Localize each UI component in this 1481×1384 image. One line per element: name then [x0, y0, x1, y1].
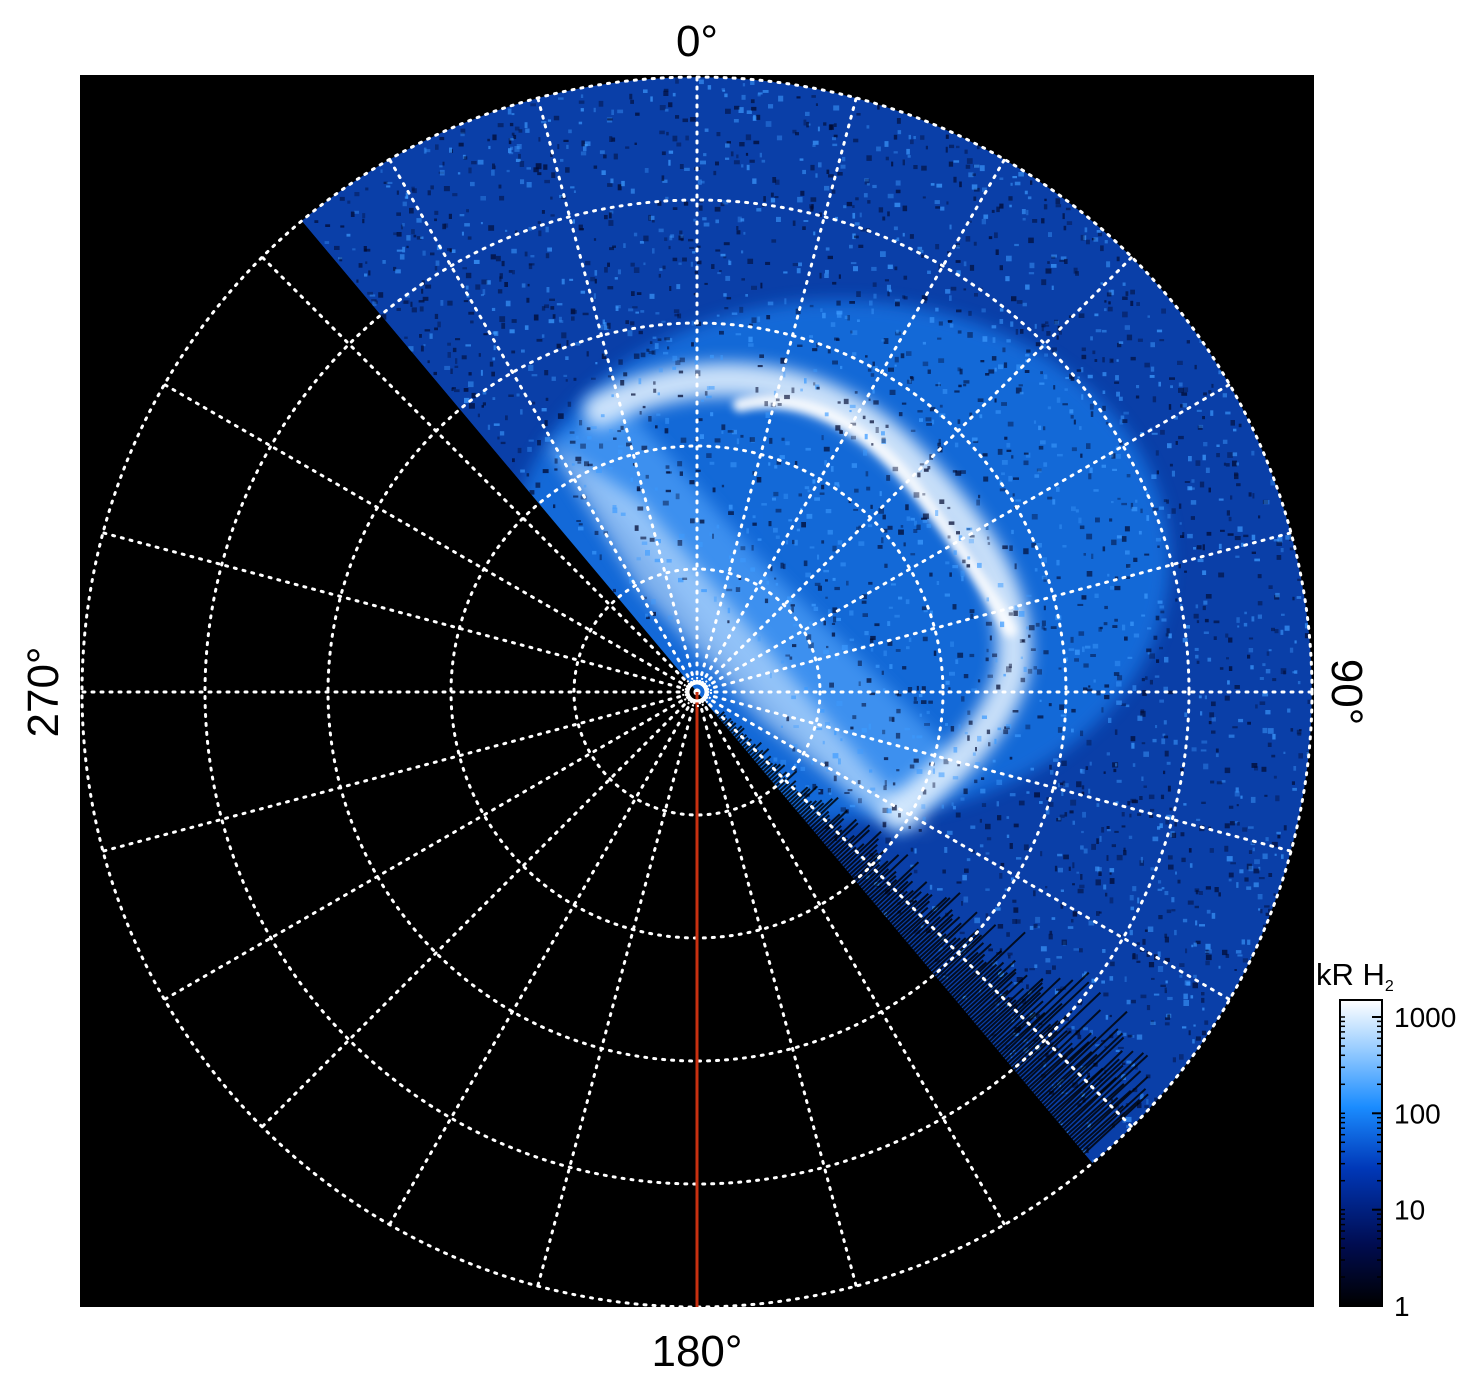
colorbar-tick-label: 1 — [1394, 1291, 1410, 1322]
longitude-label-right: 90° — [1322, 659, 1371, 726]
pole-marker — [682, 677, 712, 707]
colorbar-tick-label: 1000 — [1394, 1002, 1456, 1033]
colorbar: kR H2 1 10 100 1000 — [1316, 957, 1456, 1322]
longitude-label-top: 0° — [676, 17, 718, 66]
colorbar-ticks: 1 10 100 1000 — [1340, 1002, 1456, 1322]
colorbar-tick-label: 100 — [1394, 1098, 1441, 1129]
longitude-label-bottom: 180° — [651, 1327, 742, 1376]
colorbar-tick-label: 10 — [1394, 1195, 1425, 1226]
colorbar-title-subscript: 2 — [1385, 978, 1394, 995]
colorbar-gradient — [1339, 999, 1383, 1307]
colorbar-title: kR H2 — [1316, 957, 1394, 995]
polar-graticule — [80, 75, 1314, 1307]
longitude-label-left: 270° — [19, 646, 68, 737]
